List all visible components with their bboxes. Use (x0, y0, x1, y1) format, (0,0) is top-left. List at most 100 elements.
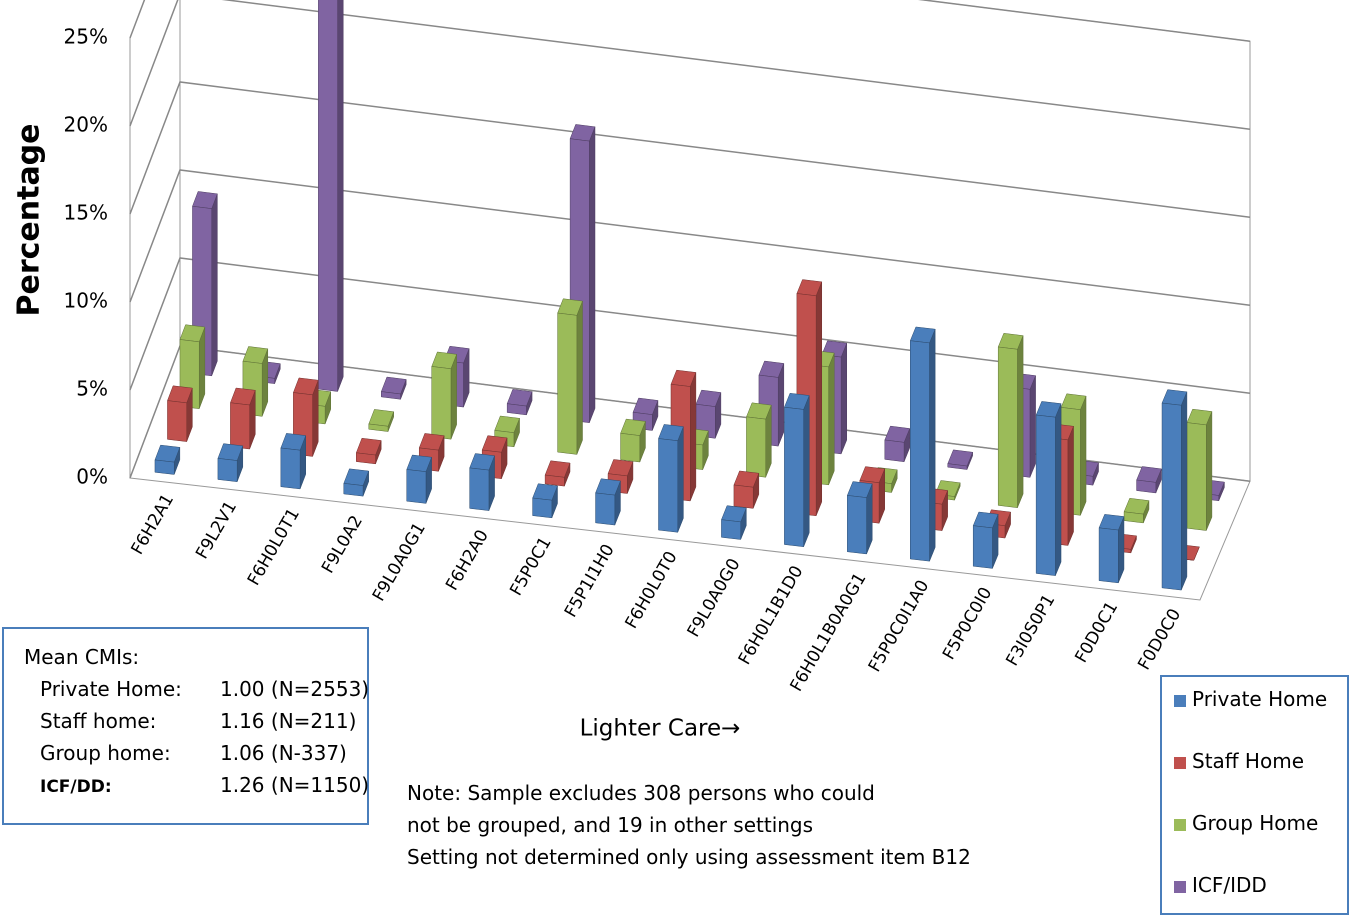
x-tick-label: F9L0A0G0 (684, 555, 745, 641)
bar-side (1181, 391, 1188, 591)
bar (1161, 389, 1188, 591)
x-tick-label: F3I0S0P1 (1002, 591, 1059, 670)
bar-side (1067, 426, 1074, 546)
x-axis-label: Lighter Care→ (580, 716, 741, 742)
bar (1186, 408, 1213, 531)
cmi-value: 1.00 (N=2553) (220, 677, 370, 701)
y-tick-label: 5% (76, 377, 108, 401)
grid-line (129, 0, 1251, 42)
bar (721, 505, 747, 540)
y-tick-label: 20% (64, 113, 108, 137)
bar-side (828, 352, 835, 485)
bar-front (506, 403, 527, 416)
bar-side (576, 301, 583, 455)
notes: Note: Sample excludes 308 persons who co… (407, 777, 971, 873)
x-tick-label: F9L0A0G1 (369, 519, 430, 605)
bar (947, 449, 973, 470)
bar (733, 470, 760, 509)
x-tick-label: F5P0C0I0 (939, 584, 996, 663)
bar-front (1035, 414, 1056, 576)
x-tick-label: F5P0C1 (506, 534, 556, 600)
bar (784, 393, 810, 547)
bar (355, 437, 382, 465)
legend-swatch (1174, 757, 1186, 769)
grid-line (129, 0, 1251, 130)
bar-front (1123, 511, 1144, 524)
bar-side (815, 281, 823, 516)
legend-label: ICF/IDD (1192, 873, 1267, 897)
bar-side (677, 426, 684, 533)
cmi-value: 1.06 (N-337) (220, 741, 347, 765)
bar-side (337, 0, 344, 392)
bar-side (1206, 411, 1213, 531)
x-tick-label: F9L2V1 (192, 498, 241, 563)
x-tick-label: F6H0L0T1 (244, 505, 304, 589)
x-tick-label: F6H2A1 (127, 491, 178, 559)
bar-front (532, 497, 553, 519)
x-tick-label: F9L0A2 (318, 512, 367, 577)
bar (431, 351, 457, 440)
bar-front (1186, 422, 1207, 531)
bar-front (356, 452, 376, 465)
grid-line (129, 169, 1251, 306)
note-line: not be grouped, and 19 in other settings (407, 813, 814, 837)
bar (884, 425, 911, 463)
cmi-row: Staff home: 1.16 (N=211) (24, 709, 367, 741)
cmi-label: Group home: (40, 741, 171, 765)
legend-swatch (1174, 695, 1186, 707)
bar-side (690, 372, 697, 502)
x-tick-label: F5P1I1H0 (561, 541, 619, 621)
bar-side (929, 329, 936, 562)
bar-front (381, 391, 401, 400)
cmi-row: ICF/DD: 1.26 (N=1150) (24, 773, 370, 805)
bar (909, 326, 936, 562)
bar-front (368, 423, 389, 432)
x-tick-label: F0D0C0 (1134, 605, 1185, 673)
bar-front (431, 366, 452, 440)
bar (280, 433, 307, 490)
legend-swatch (1174, 881, 1186, 893)
bar-side (1017, 335, 1024, 508)
y-tick-label: 10% (64, 289, 108, 313)
bar-front (847, 495, 867, 555)
legend-item: ICF/IDD (1174, 873, 1347, 915)
note-line: Note: Sample excludes 308 persons who co… (407, 781, 875, 805)
x-tick-label: F5P0C0I1A0 (865, 577, 934, 676)
bar-side (589, 126, 596, 423)
bar (154, 444, 181, 475)
bar (230, 387, 256, 450)
bar-front (595, 492, 616, 526)
bar (846, 481, 873, 555)
legend-item: Group Home (1174, 811, 1347, 873)
bar (292, 377, 319, 457)
bar-side (211, 193, 218, 376)
bar (1123, 498, 1150, 524)
x-tick-label: F6H0L0T0 (621, 548, 681, 632)
bar-front (746, 416, 766, 478)
cmi-value: 1.26 (N=1150) (220, 773, 370, 797)
cmi-value: 1.16 (N=211) (220, 709, 357, 733)
bar-front (784, 406, 804, 547)
bar (595, 478, 621, 526)
bar-front (658, 438, 679, 533)
bar-side (803, 395, 810, 547)
bar-front (167, 400, 187, 442)
bar-front (318, 0, 338, 392)
bar-side (1055, 403, 1062, 576)
bar-side (1029, 375, 1036, 478)
bar-side (1080, 396, 1087, 516)
legend-item: Private Home (1174, 687, 1347, 749)
bar-front (1136, 479, 1157, 494)
legend: Private Home Staff Home Group Home ICF/IDD (1160, 675, 1349, 915)
bar-front (280, 447, 301, 490)
y-tick-label: 15% (64, 201, 108, 225)
bar (972, 511, 999, 569)
bar (1136, 466, 1162, 494)
x-tick-label: F6H0L1B0A0G1 (786, 570, 870, 696)
legend-label: Private Home (1192, 687, 1328, 711)
grid-line (129, 257, 1251, 394)
bar-front (910, 340, 930, 562)
legend-item: Staff Home (1174, 749, 1347, 811)
bar (406, 454, 432, 504)
